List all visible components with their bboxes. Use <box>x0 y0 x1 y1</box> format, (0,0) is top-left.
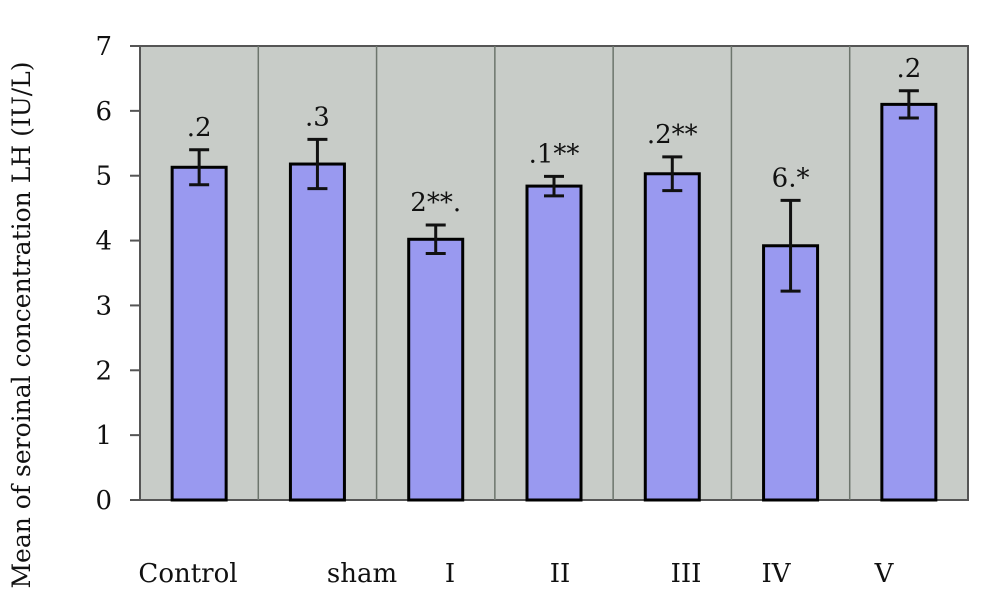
bar-sham <box>288 162 346 502</box>
bar-III <box>643 172 701 502</box>
data-annotation: .2 <box>896 54 921 84</box>
x-tick-label: sham <box>327 559 397 589</box>
bar-II <box>525 184 583 502</box>
bar-Control <box>170 165 228 502</box>
y-tick-label: 0 <box>95 486 112 516</box>
bar-V <box>880 102 938 502</box>
data-annotation: 6.* <box>772 163 810 193</box>
y-axis-title: Mean of seroinal concentration LH (IU/L) <box>7 61 36 588</box>
x-tick-label: I <box>445 559 455 589</box>
x-tick-label: V <box>874 559 895 589</box>
data-annotation: .1** <box>529 139 580 169</box>
y-tick-label: 7 <box>95 32 112 62</box>
x-tick-label: Control <box>138 559 237 589</box>
y-tick-label: 5 <box>95 162 112 192</box>
y-tick-label: 2 <box>95 356 112 386</box>
y-tick-label: 4 <box>95 227 112 257</box>
data-annotation: 2**. <box>410 188 461 218</box>
y-tick-label: 3 <box>95 291 112 321</box>
data-annotation: .3 <box>305 102 330 132</box>
y-tick-label: 1 <box>95 421 112 451</box>
x-tick-label: III <box>671 559 702 589</box>
data-annotation: .2 <box>187 113 212 143</box>
y-tick-label: 6 <box>95 97 112 127</box>
x-tick-label: II <box>550 559 571 589</box>
data-annotation: .2** <box>647 120 698 150</box>
x-tick-label: IV <box>761 559 791 589</box>
bar-I <box>407 237 465 502</box>
